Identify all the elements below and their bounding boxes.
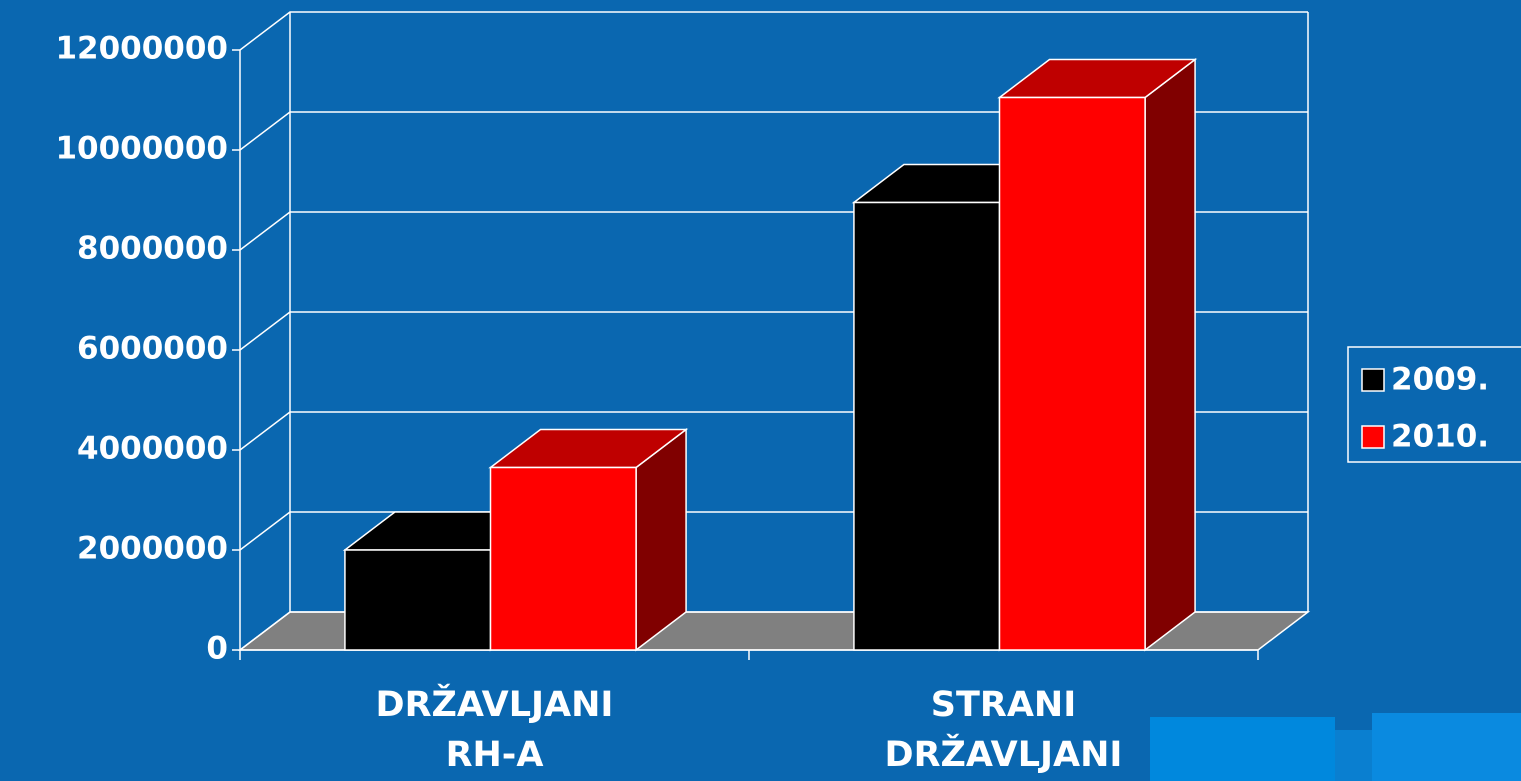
decor [1150, 717, 1335, 781]
legend-swatch [1361, 425, 1385, 449]
bar-front [489, 466, 637, 651]
bar-side [1144, 57, 1196, 652]
bar-front [853, 201, 1001, 651]
y-tick-label: 2000000 [77, 531, 228, 567]
y-tick-label: 0 [206, 631, 228, 667]
y-tick-label: 6000000 [77, 331, 228, 367]
y-tick-label: 10000000 [55, 131, 228, 167]
x-tick-label: DRŽAVLJANI RH-A [375, 685, 614, 775]
bar-front [344, 549, 492, 651]
bar [488, 427, 689, 652]
bar [997, 57, 1198, 652]
legend-label: 2009. [1391, 362, 1489, 398]
y-tick-label: 4000000 [77, 431, 228, 467]
grid-line [239, 11, 1308, 51]
y-tick-label: 8000000 [77, 231, 228, 267]
legend-box [1347, 346, 1521, 463]
bar-front [998, 96, 1146, 651]
y-tick-label: 12000000 [55, 31, 228, 67]
decor [1372, 713, 1521, 781]
x-tick-label: STRANI DRŽAVLJANI [884, 685, 1123, 775]
legend-label: 2010. [1391, 419, 1489, 455]
plot: 0 2000000 4000000 6000000 8000000 10000000 120… [55, 11, 1311, 667]
legend-swatch [1361, 368, 1385, 392]
decor [1335, 730, 1375, 781]
